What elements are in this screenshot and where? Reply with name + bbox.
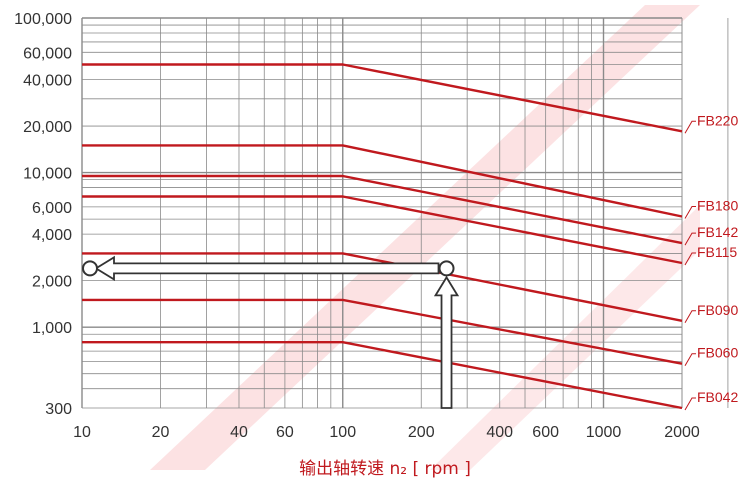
y-tick-label: 40,000: [23, 73, 72, 90]
y-tick-labels: 300 1,000 2,000 4,000 6,000 10,000 20,000 40,00…: [14, 11, 72, 418]
series-label-fb090: FB090: [697, 302, 738, 318]
y-tick-label: 1,000: [32, 320, 72, 337]
y-tick-label: 2,000: [32, 274, 72, 291]
series-label-fb142: FB142: [697, 224, 738, 240]
series-label-fb060: FB060: [697, 345, 738, 361]
example-point-result: [82, 260, 98, 277]
x-tick-label: 600: [532, 424, 559, 441]
y-tick-label: 60,000: [23, 45, 72, 62]
x-tick-label: 1000: [586, 424, 622, 441]
y-tick-label: 4,000: [32, 227, 72, 244]
series-leader-fb180: [684, 205, 696, 219]
series-leader-fb042: [684, 397, 696, 411]
series-leader-fb060: [684, 353, 696, 366]
series-leader-fb115: [684, 252, 696, 266]
example-arrow-left: [94, 255, 440, 282]
y-tick-label: 100,000: [14, 11, 72, 28]
series-line-fb142: [82, 174, 683, 245]
y-tick-label: 6,000: [32, 200, 72, 217]
x-tick-label: 60: [276, 424, 294, 441]
series-layer: [82, 63, 683, 410]
example-point-start: [438, 260, 455, 277]
x-tick-label: 200: [408, 424, 435, 441]
x-tick-label: 20: [152, 424, 170, 441]
series-leader-fb090: [684, 310, 696, 324]
series-line-fb090: [82, 252, 683, 322]
series-label-fb042: FB042: [697, 389, 738, 405]
x-tick-label: 10: [73, 424, 91, 441]
series-labels: FB220 FB180 FB142 FB115 FB090 FB060 FB042: [684, 112, 738, 411]
series-line-fb060: [82, 298, 683, 365]
x-axis-label: 输出轴转速 n₂ [ rpm ]: [299, 459, 471, 479]
series-leader-fb220: [684, 120, 696, 134]
series-leader-fb142: [684, 232, 696, 246]
series-label-fb115: FB115: [697, 244, 737, 260]
y-tick-label: 20,000: [23, 119, 72, 136]
y-tick-label: 300: [45, 401, 72, 418]
watermark-band: [150, 5, 700, 470]
x-tick-labels: 10 20 40 60 100 200 400 600 1000 2000: [73, 424, 700, 441]
series-label-fb220: FB220: [697, 112, 738, 128]
y-tick-label: 10,000: [23, 166, 72, 183]
grid: [81, 17, 729, 409]
series-line-fb180: [82, 144, 683, 218]
watermark: [150, 5, 700, 470]
x-tick-label: 100: [329, 424, 356, 441]
series-line-fb115: [82, 195, 683, 265]
series-line-fb220: [82, 63, 683, 133]
series-line-fb042: [82, 341, 683, 410]
x-tick-label: 40: [230, 424, 248, 441]
x-tick-label: 400: [486, 424, 513, 441]
example-path: [82, 255, 460, 409]
watermark-band: [430, 205, 700, 470]
series-label-fb180: FB180: [697, 197, 738, 213]
example-arrow-up: [433, 275, 460, 409]
x-tick-label: 2000: [664, 424, 700, 441]
